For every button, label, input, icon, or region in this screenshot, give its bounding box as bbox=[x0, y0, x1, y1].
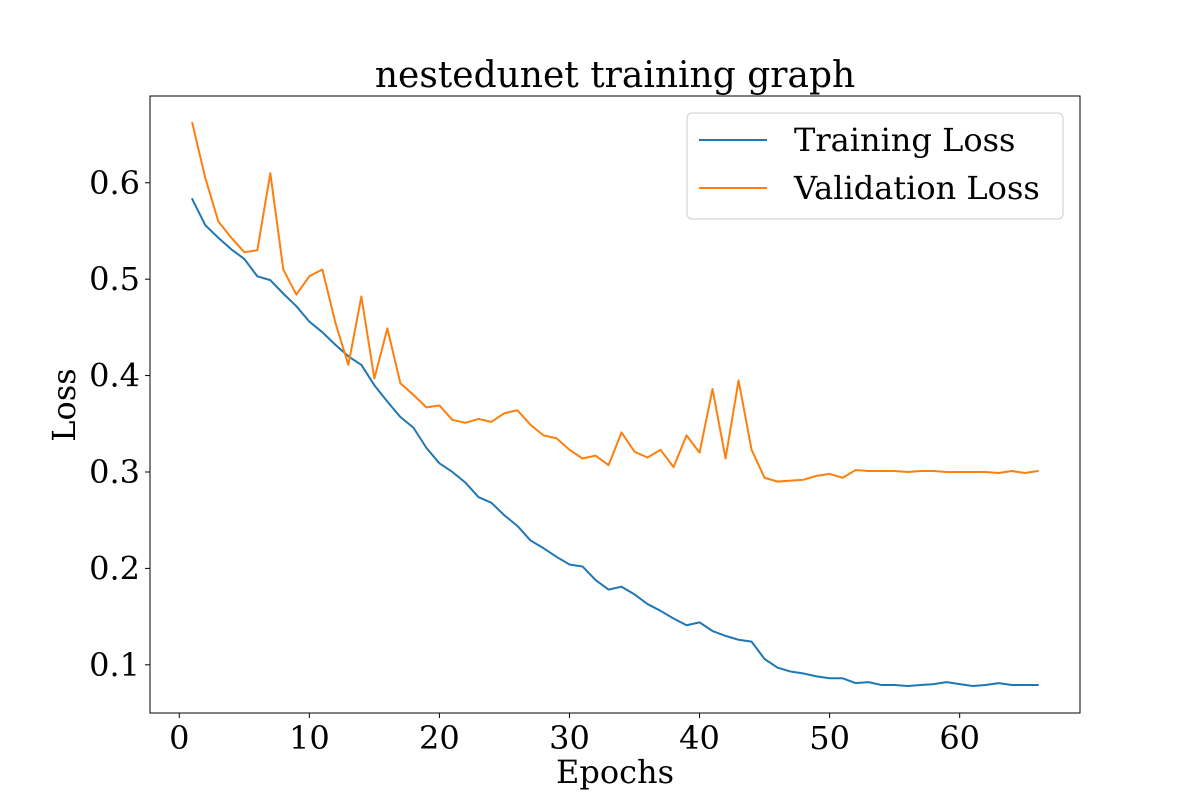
x-tick-label: 30 bbox=[549, 719, 590, 757]
x-tick-label: 50 bbox=[809, 719, 850, 757]
y-axis-ticks: 0.1 0.2 0.3 0.4 0.5 0.6 bbox=[89, 164, 150, 684]
x-tick-label: 20 bbox=[419, 719, 460, 757]
legend: Training Loss Validation Loss bbox=[686, 112, 1064, 220]
series-layer bbox=[190, 121, 1039, 688]
validation-loss-line bbox=[191, 121, 1039, 483]
legend-box bbox=[686, 112, 1064, 220]
legend-label-validation: Validation Loss bbox=[793, 169, 1040, 207]
y-tick-label: 0.6 bbox=[89, 164, 140, 202]
y-tick-label: 0.4 bbox=[89, 357, 140, 395]
y-tick-label: 0.5 bbox=[89, 260, 140, 298]
x-axis-label: Epochs bbox=[556, 753, 674, 791]
y-tick-label: 0.1 bbox=[89, 646, 140, 684]
chart-title: nestedunet training graph bbox=[375, 55, 855, 96]
x-tick-label: 0 bbox=[169, 719, 189, 757]
x-axis-ticks: 0 10 20 30 40 50 60 bbox=[169, 713, 980, 757]
y-tick-label: 0.3 bbox=[89, 453, 140, 491]
x-tick-label: 10 bbox=[289, 719, 330, 757]
legend-label-training: Training Loss bbox=[794, 121, 1015, 159]
y-axis-label: Loss bbox=[45, 368, 83, 441]
x-tick-label: 60 bbox=[939, 719, 980, 757]
x-tick-label: 40 bbox=[679, 719, 720, 757]
y-tick-label: 0.2 bbox=[89, 549, 140, 587]
plot-frame bbox=[149, 95, 1081, 714]
training-loss-line bbox=[190, 197, 1039, 688]
